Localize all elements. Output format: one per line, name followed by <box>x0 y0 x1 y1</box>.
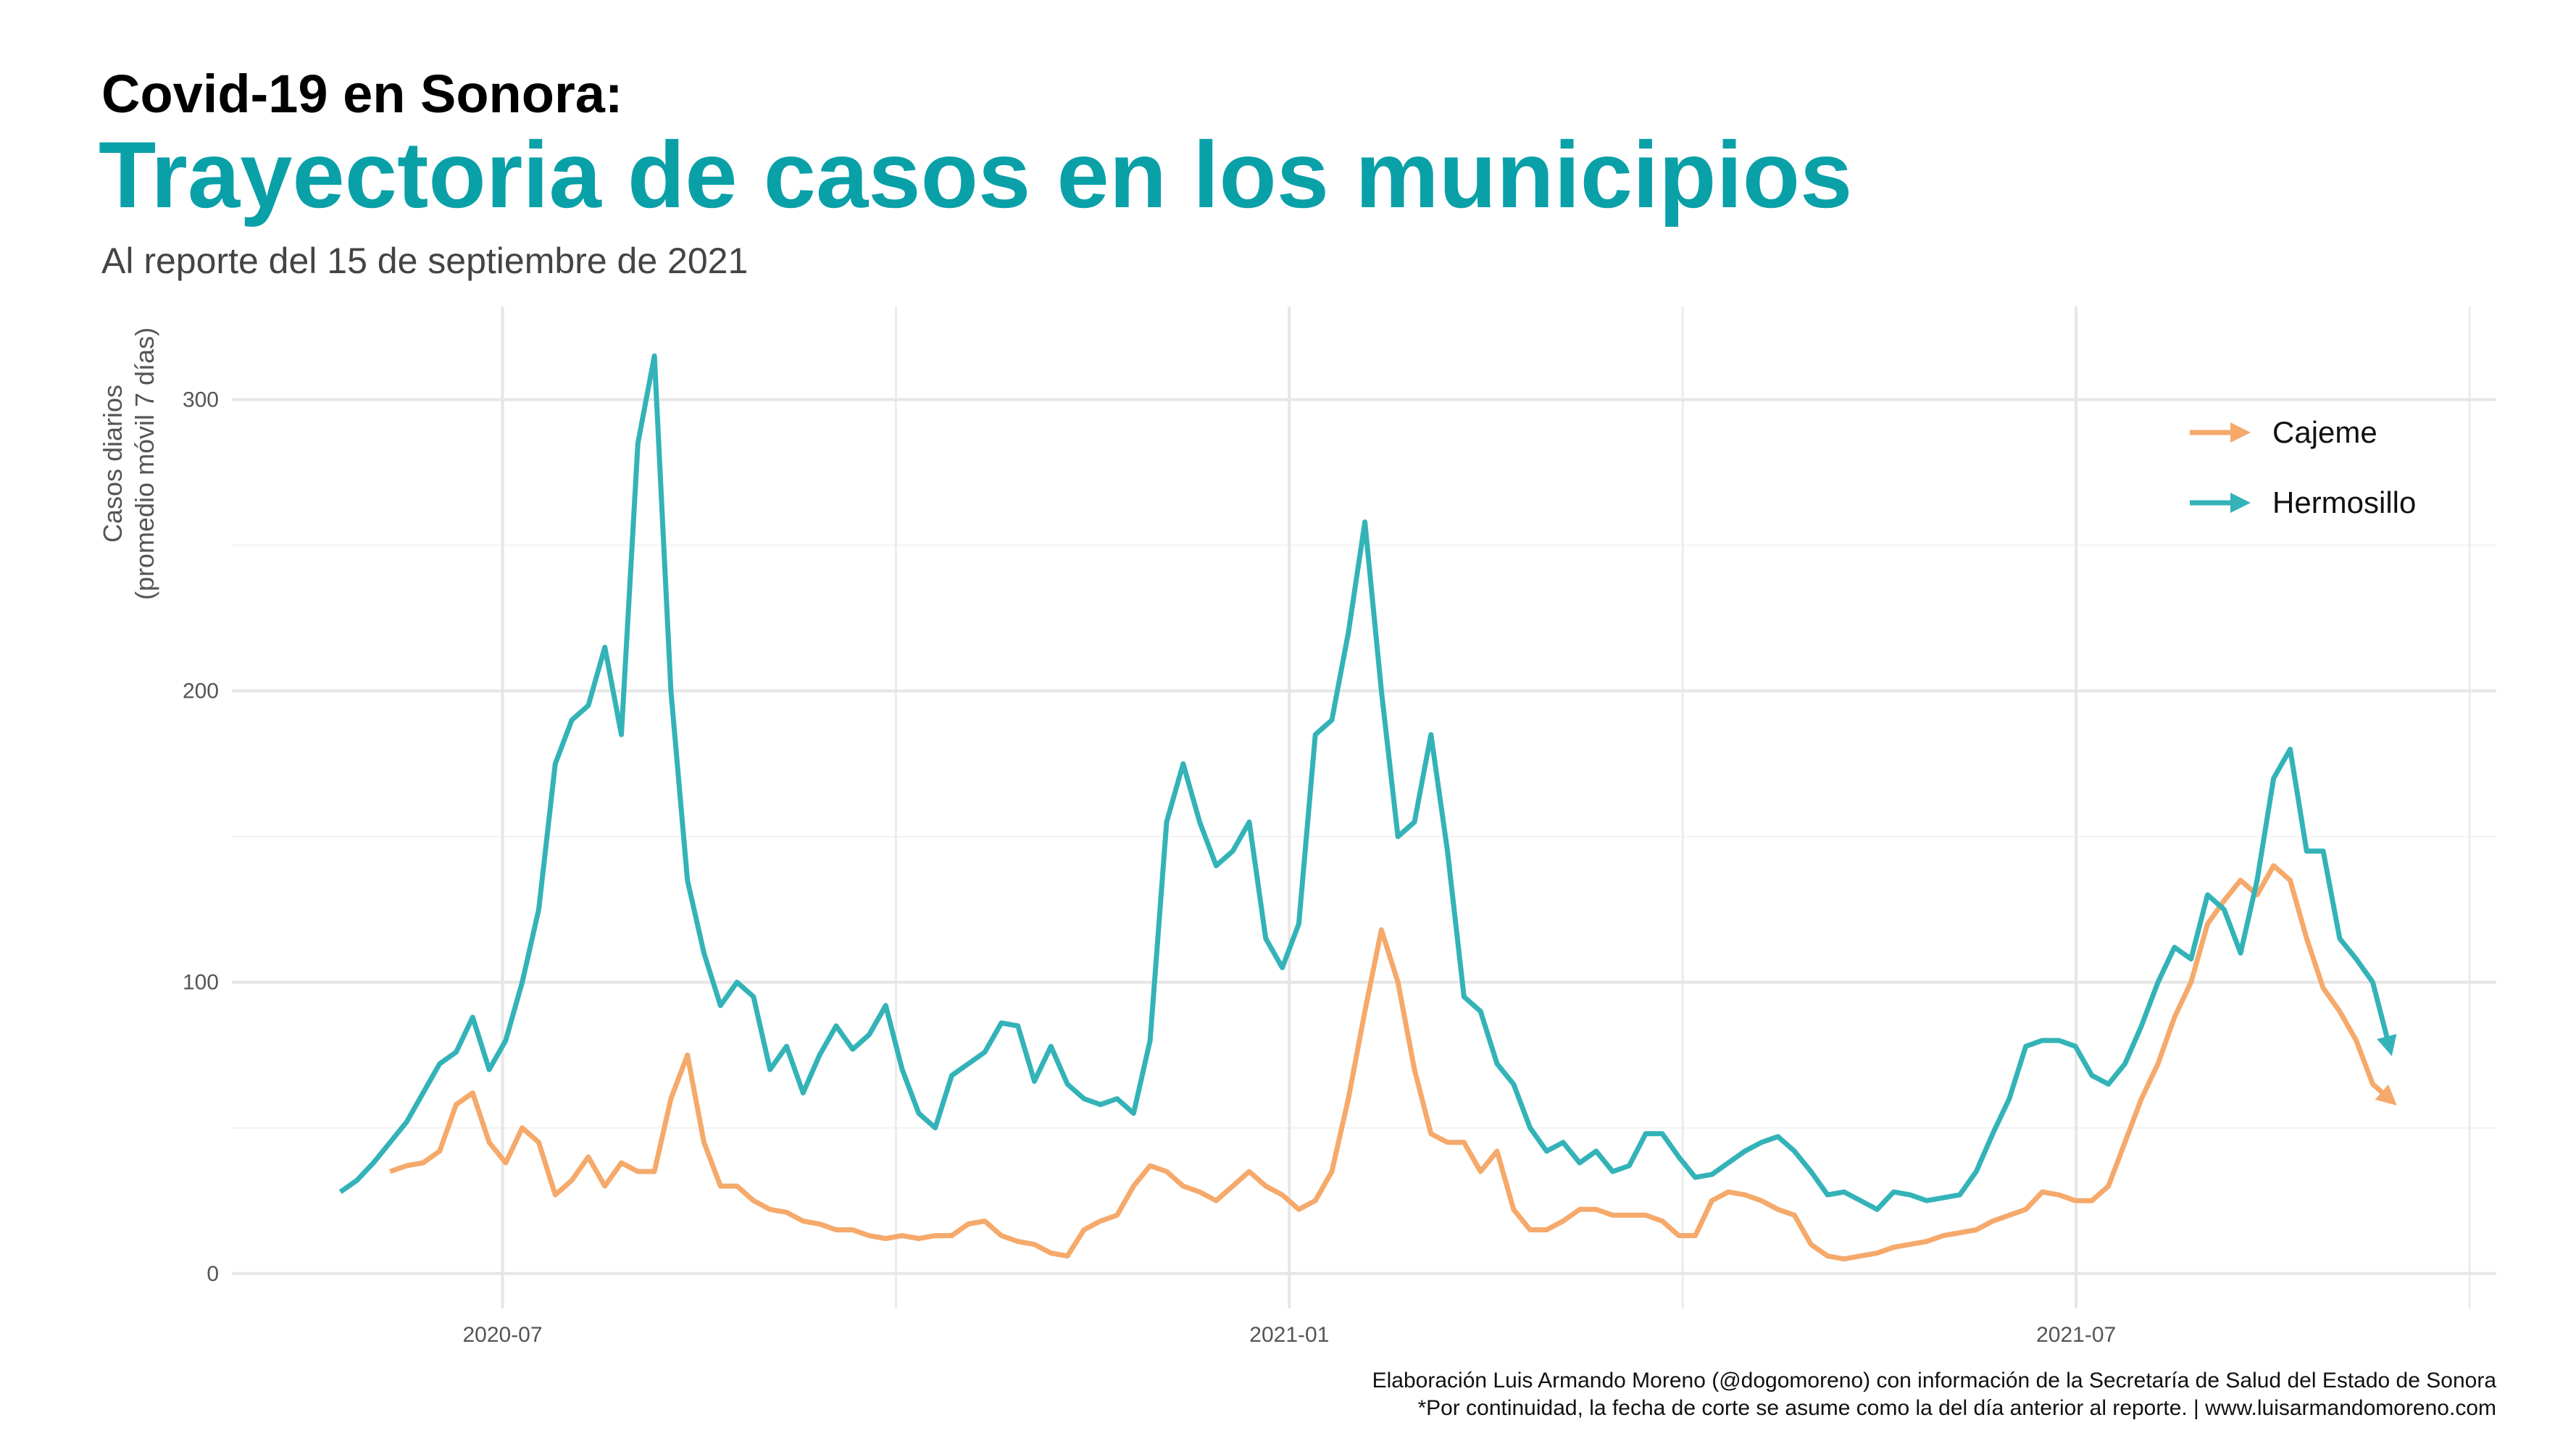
chart-title: Covid-19 en Sonora: <box>101 64 623 124</box>
y-tick-label: 0 <box>207 1262 219 1286</box>
chart-subtitle: Trayectoria de casos en los municipios <box>99 122 1852 227</box>
chart-note: Al reporte del 15 de septiembre de 2021 <box>101 241 748 281</box>
y-axis-title: (promedio móvil 7 días) <box>130 327 159 600</box>
legend: Cajeme Hermosillo <box>2190 415 2416 519</box>
series-line <box>389 863 2397 1262</box>
x-tick-label: 2020-07 <box>462 1323 542 1347</box>
y-tick-label: 300 <box>183 388 219 412</box>
series-line <box>338 353 2397 1212</box>
y-tick-label: 100 <box>183 971 219 995</box>
y-tick-label: 200 <box>183 680 219 703</box>
caption: *Por continuidad, la fecha de corte se a… <box>1417 1396 2496 1420</box>
x-tick-label: 2021-01 <box>1249 1323 1329 1347</box>
y-axis-title: Casos diarios <box>98 385 128 543</box>
legend-label: Hermosillo <box>2272 485 2416 519</box>
caption: Elaboración Luis Armando Moreno (@dogomo… <box>1372 1369 2497 1392</box>
x-tick-label: 2021-07 <box>2036 1323 2116 1347</box>
legend-label: Cajeme <box>2272 415 2377 449</box>
grid <box>232 306 2496 1308</box>
